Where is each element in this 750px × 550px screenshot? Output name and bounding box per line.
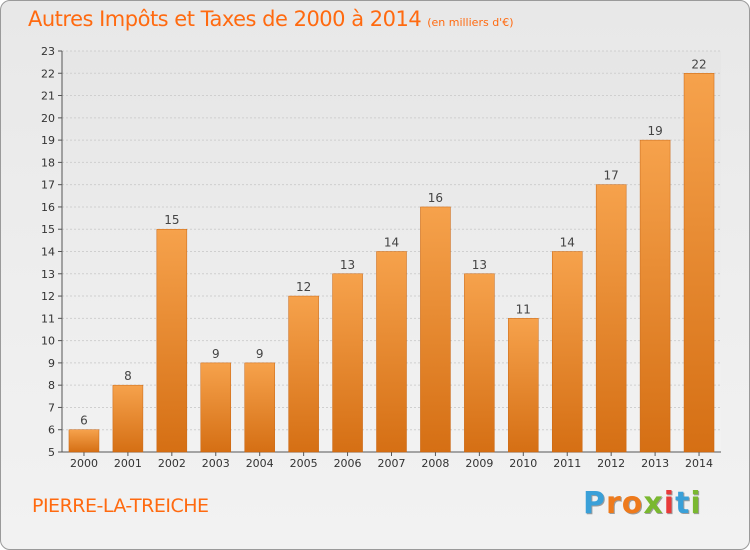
chart-subtitle: (en milliers d'€) xyxy=(427,16,514,29)
x-tick-label: 2008 xyxy=(421,457,449,470)
data-label: 8 xyxy=(124,369,132,383)
bar xyxy=(156,228,188,453)
bar xyxy=(551,251,583,453)
x-tick-label: 2012 xyxy=(597,457,625,470)
logo-letter: P xyxy=(583,486,606,521)
y-tick-label: 11 xyxy=(41,312,55,325)
chart-title-text: Autres Impôts et Taxes de 2000 à 2014 xyxy=(28,7,422,31)
x-tick-label: 2006 xyxy=(334,457,362,470)
x-tick-label: 2007 xyxy=(378,457,406,470)
logo-letter: i xyxy=(663,486,676,521)
y-tick-label: 22 xyxy=(41,67,55,80)
data-label: 14 xyxy=(560,236,575,250)
x-tick-label: 2013 xyxy=(641,457,669,470)
commune-name: PIERRE-LA-TREICHE xyxy=(32,495,209,517)
x-tick-label: 2010 xyxy=(509,457,537,470)
y-tick-label: 21 xyxy=(41,90,55,103)
y-tick-label: 18 xyxy=(41,156,55,169)
data-label: 17 xyxy=(604,169,619,183)
data-label: 9 xyxy=(212,347,220,361)
bar xyxy=(244,362,275,453)
logo-letter: r xyxy=(606,486,622,521)
logo-letter: x xyxy=(643,486,664,521)
bar xyxy=(683,73,715,453)
x-tick-label: 2003 xyxy=(202,457,230,470)
chart-title: Autres Impôts et Taxes de 2000 à 2014 (en… xyxy=(28,7,513,31)
logo-letter: t xyxy=(675,486,691,521)
bar xyxy=(376,251,407,453)
y-tick-label: 6 xyxy=(48,424,55,437)
x-tick-label: 2009 xyxy=(465,457,493,470)
data-label: 22 xyxy=(691,57,706,71)
x-tick-label: 2005 xyxy=(290,457,318,470)
bar xyxy=(464,273,495,453)
data-label: 13 xyxy=(340,258,355,272)
bar xyxy=(112,384,144,453)
data-label: 11 xyxy=(516,302,531,316)
y-tick-label: 12 xyxy=(41,290,55,303)
data-label: 13 xyxy=(472,258,487,272)
logo-letter: o xyxy=(621,486,644,521)
y-tick-label: 5 xyxy=(48,446,55,459)
logo-letter: i xyxy=(690,486,702,521)
y-tick-label: 14 xyxy=(41,246,55,259)
x-tick-label: 2000 xyxy=(70,457,98,470)
y-tick-label: 13 xyxy=(41,268,55,281)
data-label: 19 xyxy=(647,124,662,138)
y-tick-label: 8 xyxy=(48,379,55,392)
data-label: 9 xyxy=(256,347,264,361)
data-label: 16 xyxy=(428,191,443,205)
y-tick-label: 20 xyxy=(41,112,55,125)
y-tick-label: 17 xyxy=(41,179,55,192)
bar xyxy=(508,318,539,453)
bar xyxy=(595,184,627,453)
proxiti-logo[interactable]: Proxiti xyxy=(583,486,702,521)
y-tick-label: 23 xyxy=(41,45,55,58)
x-tick-label: 2001 xyxy=(114,457,142,470)
y-tick-label: 10 xyxy=(41,335,55,348)
bar xyxy=(332,273,363,453)
y-tick-label: 9 xyxy=(48,357,55,370)
bar xyxy=(68,429,100,453)
bar xyxy=(639,139,671,453)
y-tick-label: 7 xyxy=(48,401,55,414)
x-tick-label: 2004 xyxy=(246,457,274,470)
data-label: 14 xyxy=(384,236,399,250)
x-tick-label: 2014 xyxy=(685,457,713,470)
data-label: 15 xyxy=(164,213,179,227)
bar xyxy=(288,295,319,453)
y-tick-label: 15 xyxy=(41,223,55,236)
x-tick-label: 2002 xyxy=(158,457,186,470)
data-label: 12 xyxy=(296,280,311,294)
y-tick-label: 19 xyxy=(41,134,55,147)
y-tick-label: 16 xyxy=(41,201,55,214)
x-tick-label: 2011 xyxy=(553,457,581,470)
bar xyxy=(420,206,451,453)
bar xyxy=(200,362,232,453)
data-label: 6 xyxy=(80,414,88,428)
